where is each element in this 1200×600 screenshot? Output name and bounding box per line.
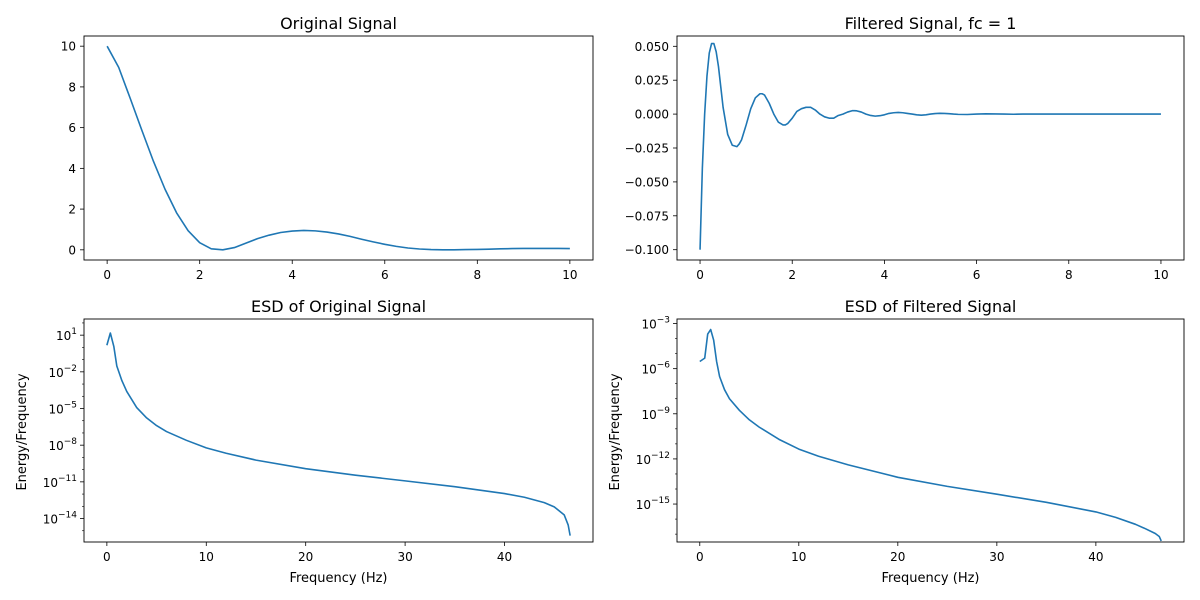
esd-original-ytick-label: 10−8 xyxy=(48,437,77,453)
original-signal-series-line xyxy=(106,45,570,251)
original-signal-ytick-label: 4 xyxy=(68,162,76,176)
esd-original-xtick-label: 40 xyxy=(497,550,512,564)
original-signal-ytick-label: 0 xyxy=(68,243,76,257)
original-signal-xtick-label: 4 xyxy=(288,268,296,282)
esd-filtered-xtick-label: 30 xyxy=(989,550,1004,564)
filtered-signal-xtick-label: 6 xyxy=(973,268,981,282)
original-signal-xtick-label: 10 xyxy=(562,268,577,282)
esd-filtered-series-line xyxy=(699,328,1162,542)
filtered-signal-ytick-label: −0.100 xyxy=(625,243,669,257)
esd-original-plot: ESD of Original Signal Frequency (Hz) En… xyxy=(15,297,594,586)
filtered-signal-xtick-label: 8 xyxy=(1065,268,1073,282)
esd-filtered-title: ESD of Filtered Signal xyxy=(845,297,1017,316)
filtered-signal-series-line xyxy=(699,42,1161,250)
filtered-signal-plot: Filtered Signal, fc = 1 0 2 4 6 8 10 −0.100 −0.… xyxy=(625,14,1185,282)
original-signal-xtick-label: 2 xyxy=(196,268,204,282)
original-signal-ytick-label: 2 xyxy=(68,203,76,217)
original-signal-axes-frame xyxy=(83,35,594,261)
original-signal-ytick-label: 6 xyxy=(68,121,76,135)
original-signal-ytick-label: 8 xyxy=(68,80,76,94)
esd-original-ytick-label: 10−11 xyxy=(43,474,77,490)
esd-filtered-xtick-label: 0 xyxy=(696,550,704,564)
esd-filtered-plot: ESD of Filtered Signal Frequency (Hz) En… xyxy=(608,297,1185,586)
esd-original-xtick-label: 30 xyxy=(397,550,412,564)
filtered-signal-ytick-label: −0.025 xyxy=(625,142,669,156)
filtered-signal-xtick-label: 0 xyxy=(696,268,704,282)
esd-original-xtick-label: 10 xyxy=(199,550,214,564)
esd-filtered-xtick-label: 20 xyxy=(890,550,905,564)
filtered-signal-ytick-label: −0.075 xyxy=(625,209,669,223)
filtered-signal-xtick-label: 2 xyxy=(788,268,796,282)
original-signal-title: Original Signal xyxy=(280,14,397,33)
filtered-signal-xtick-label: 4 xyxy=(881,268,889,282)
original-signal-xtick-label: 6 xyxy=(381,268,389,282)
filtered-signal-ytick-label: 0.025 xyxy=(635,74,669,88)
esd-original-axes-frame xyxy=(83,318,594,543)
esd-filtered-xlabel: Frequency (Hz) xyxy=(881,571,979,586)
original-signal-ytick-label: 10 xyxy=(61,40,76,54)
esd-original-title: ESD of Original Signal xyxy=(251,297,426,316)
esd-original-ylabel: Energy/Frequency xyxy=(15,373,30,490)
esd-filtered-xtick-label: 10 xyxy=(791,550,806,564)
esd-original-series-line xyxy=(106,332,571,536)
esd-original-ytick-label: 10−5 xyxy=(48,401,77,417)
esd-filtered-ytick-label: 10−3 xyxy=(641,316,670,332)
esd-filtered-ytick-label: 10−12 xyxy=(636,451,670,467)
original-signal-xtick-label: 8 xyxy=(473,268,481,282)
esd-original-xtick-label: 0 xyxy=(103,550,111,564)
esd-filtered-xtick-label: 40 xyxy=(1088,550,1103,564)
filtered-signal-ytick-label: 0.050 xyxy=(635,40,669,54)
esd-original-ytick-label: 10−14 xyxy=(43,511,78,527)
esd-filtered-ylabel: Energy/Frequency xyxy=(608,373,623,490)
esd-original-ytick-label: 101 xyxy=(56,327,77,343)
filtered-signal-ytick-label: −0.050 xyxy=(625,175,669,189)
esd-original-ytick-label: 10−2 xyxy=(48,364,77,380)
esd-filtered-ytick-label: 10−15 xyxy=(636,496,670,512)
original-signal-plot: Original Signal 0 2 4 6 8 10 0 2 4 6 8 10 xyxy=(61,14,594,282)
filtered-signal-title: Filtered Signal, fc = 1 xyxy=(845,14,1017,33)
original-signal-xtick-label: 0 xyxy=(103,268,111,282)
esd-filtered-axes-frame xyxy=(676,318,1185,543)
esd-filtered-ytick-label: 10−9 xyxy=(641,406,670,422)
filtered-signal-xtick-label: 10 xyxy=(1153,268,1168,282)
esd-original-xlabel: Frequency (Hz) xyxy=(289,571,387,586)
esd-filtered-ytick-label: 10−6 xyxy=(641,361,670,377)
filtered-signal-ytick-label: 0.000 xyxy=(635,108,669,122)
esd-original-xtick-label: 20 xyxy=(298,550,313,564)
